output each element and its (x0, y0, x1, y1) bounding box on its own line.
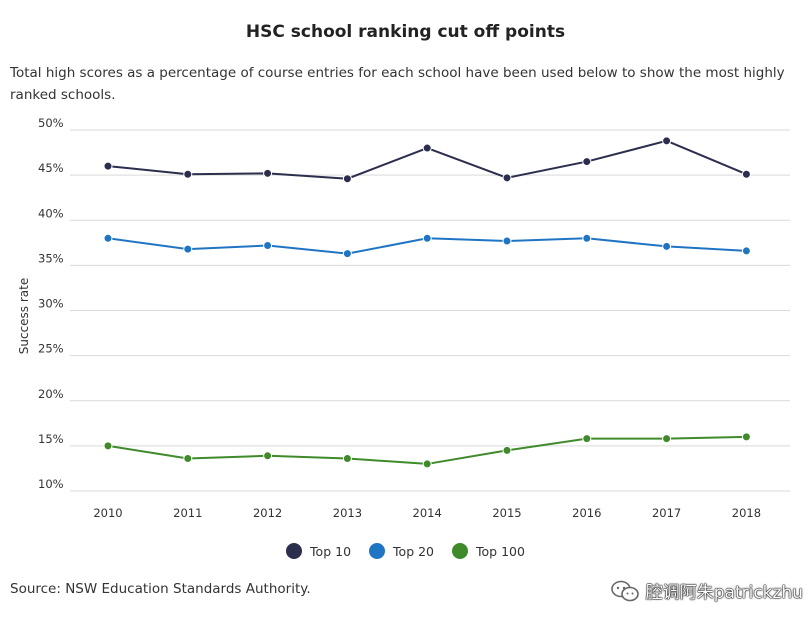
wechat-icon (610, 580, 639, 601)
series-top-100 (103, 432, 751, 469)
data-point[interactable] (183, 169, 193, 179)
legend-label: Top 10 (310, 543, 352, 559)
legend-item[interactable]: Top 20 (369, 543, 434, 559)
legend-marker (286, 543, 303, 559)
data-point[interactable] (582, 233, 592, 243)
series-top-10 (103, 136, 751, 184)
x-tick-label: 2016 (572, 506, 601, 520)
data-point[interactable] (741, 432, 751, 442)
watermark-text: 腔调阿朱patrickzhu (645, 583, 803, 603)
y-tick-label: 15% (38, 432, 64, 446)
data-point[interactable] (103, 161, 113, 171)
chart-title: HSC school ranking cut off points (245, 22, 566, 42)
data-point[interactable] (103, 233, 113, 243)
data-point[interactable] (502, 173, 512, 183)
x-tick-label: 2012 (253, 506, 282, 520)
legend-marker (452, 543, 469, 559)
y-tick-label: 40% (38, 206, 64, 220)
watermark: 腔调阿朱patrickzhu (610, 578, 803, 603)
data-point[interactable] (582, 434, 592, 444)
y-axis-ticks: 10% 15% 20% 25% 30% 35% 40% 45% 50% (38, 116, 64, 491)
y-tick-label: 10% (38, 477, 64, 491)
chart-subtitle: Total high scores as a percentage of cou… (10, 65, 785, 103)
y-tick-label: 20% (38, 387, 64, 401)
data-point[interactable] (342, 454, 352, 464)
y-tick-label: 50% (38, 116, 64, 130)
data-point[interactable] (103, 441, 113, 451)
data-point[interactable] (741, 246, 751, 256)
gridlines (70, 129, 790, 492)
data-point[interactable] (342, 174, 352, 184)
data-point[interactable] (422, 233, 432, 243)
data-point[interactable] (183, 244, 193, 254)
x-tick-label: 2018 (732, 506, 761, 520)
data-point[interactable] (582, 157, 592, 167)
data-point[interactable] (263, 168, 273, 178)
legend-item[interactable]: Top 10 (286, 543, 351, 559)
data-point[interactable] (422, 143, 432, 153)
x-tick-label: 2014 (413, 506, 442, 520)
y-tick-label: 30% (38, 297, 64, 311)
data-point[interactable] (662, 241, 672, 251)
x-tick-label: 2015 (492, 506, 521, 520)
data-point[interactable] (183, 454, 193, 464)
y-axis-title: Success rate (17, 278, 31, 355)
legend: Top 10 Top 20 Top 100 (0, 543, 811, 559)
data-point[interactable] (741, 169, 751, 179)
y-tick-label: 35% (38, 251, 64, 265)
x-tick-label: 2010 (93, 506, 122, 520)
y-tick-label: 45% (38, 161, 64, 175)
data-point[interactable] (502, 445, 512, 455)
data-point[interactable] (422, 459, 432, 469)
x-tick-label: 2011 (173, 506, 202, 520)
data-point[interactable] (342, 249, 352, 259)
data-point[interactable] (662, 434, 672, 444)
data-point[interactable] (263, 241, 273, 251)
legend-item[interactable]: Top 100 (452, 543, 525, 559)
x-tick-label: 2017 (652, 506, 681, 520)
x-tick-label: 2013 (333, 506, 362, 520)
series-group (103, 136, 751, 469)
legend-label: Top 100 (476, 543, 525, 559)
y-tick-label: 25% (38, 342, 64, 356)
data-point[interactable] (662, 136, 672, 146)
series-top-20 (103, 233, 751, 259)
data-point[interactable] (263, 451, 273, 461)
source-note: Source: NSW Education Standards Authorit… (10, 581, 311, 597)
legend-label: Top 20 (393, 543, 435, 559)
x-axis-ticks: 2010 2011 2012 2013 2014 2015 2016 2017 2018 (93, 506, 761, 520)
data-point[interactable] (502, 236, 512, 246)
legend-marker (369, 543, 386, 559)
